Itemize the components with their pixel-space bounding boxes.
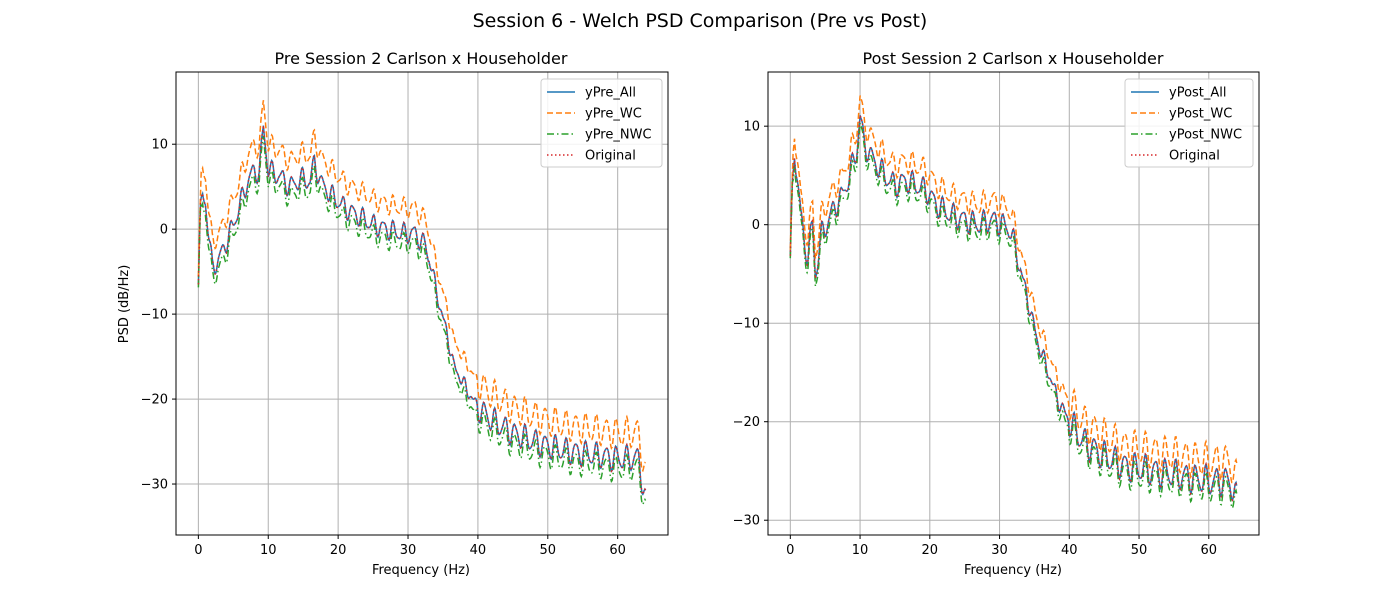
- x-tick-label: 10: [260, 543, 277, 558]
- series-line-ypost-wc: [789, 95, 1238, 484]
- subplot-post: Post Session 2 Carlson x Householder Fre…: [733, 49, 1260, 578]
- y-tick-label: −30: [733, 514, 760, 529]
- y-tick-label: −30: [141, 478, 168, 493]
- x-tick-label: 30: [991, 543, 1008, 558]
- y-axis-label-pre: PSD (dB/Hz): [117, 265, 132, 344]
- x-tick-label: 20: [330, 543, 347, 558]
- legend-box: [540, 78, 663, 168]
- legend-label: yPost_WC: [1169, 107, 1232, 122]
- series-group-post: [789, 95, 1238, 510]
- y-tick-label: 10: [743, 120, 760, 135]
- x-axis-label-pre: Frequency (Hz): [372, 563, 470, 578]
- x-tick-label: 60: [1201, 543, 1218, 558]
- legend-label: Original: [585, 149, 636, 164]
- subplot-title-post: Post Session 2 Carlson x Householder: [863, 49, 1164, 68]
- subplot-pre: Pre Session 2 Carlson x Householder Freq…: [117, 49, 669, 578]
- legend-label: yPre_NWC: [585, 128, 652, 143]
- legend-label: yPre_WC: [585, 107, 642, 122]
- x-tick-label: 30: [400, 543, 417, 558]
- y-tick-label: −10: [733, 317, 760, 332]
- x-tick-label: 20: [922, 543, 939, 558]
- x-tick-label: 0: [194, 543, 202, 558]
- x-tick-label: 0: [786, 543, 794, 558]
- axes-frame-post: [767, 71, 1260, 536]
- series-line-ypre-wc: [197, 100, 646, 473]
- y-tick-label: 0: [752, 218, 760, 233]
- y-tick-label: 10: [151, 138, 168, 153]
- x-tick-label: 60: [609, 543, 626, 558]
- series-group-pre: [197, 100, 647, 507]
- legend-pre: yPre_All yPre_WC yPre_NWC Original: [540, 78, 663, 168]
- series-line-original: [789, 115, 1238, 502]
- series-line-ypre-nwc: [197, 135, 647, 507]
- figure-title: Session 6 - Welch PSD Comparison (Pre vs…: [473, 10, 928, 32]
- axes-frame-pre: [175, 71, 669, 536]
- x-tick-label: 40: [1061, 543, 1078, 558]
- legend-label: yPost_NWC: [1169, 128, 1242, 143]
- subplot-title-pre: Pre Session 2 Carlson x Householder: [275, 49, 568, 68]
- y-tick-label: −10: [141, 308, 168, 323]
- x-tick-label: 50: [1131, 543, 1148, 558]
- y-tick-label: −20: [733, 415, 760, 430]
- legend-label: yPost_All: [1169, 86, 1227, 101]
- legend-post: yPost_All yPost_WC yPost_NWC Original: [1124, 78, 1254, 168]
- x-tick-label: 10: [852, 543, 869, 558]
- legend-label: Original: [1169, 149, 1220, 164]
- legend-box: [1124, 78, 1254, 168]
- y-tick-label: −20: [141, 393, 168, 408]
- series-line-ypre-all: [197, 125, 647, 496]
- x-tick-label: 50: [540, 543, 557, 558]
- series-line-ypost-nwc: [789, 122, 1238, 510]
- y-tick-label: 0: [160, 223, 168, 238]
- x-tick-label: 40: [470, 543, 487, 558]
- x-axis-label-post: Frequency (Hz): [964, 563, 1062, 578]
- legend-label: yPre_All: [585, 86, 636, 101]
